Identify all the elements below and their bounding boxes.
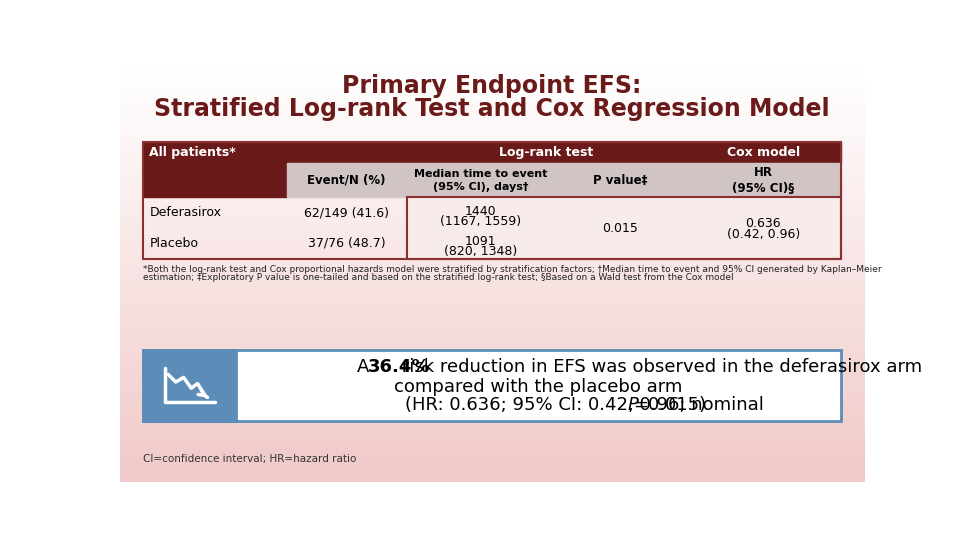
- Text: 1440: 1440: [465, 205, 496, 218]
- Text: (0.42, 0.96): (0.42, 0.96): [727, 228, 800, 241]
- Text: Event/N (%): Event/N (%): [307, 174, 386, 187]
- Text: 1091: 1091: [465, 235, 496, 248]
- Bar: [143, 350, 236, 421]
- Text: 37/76 (48.7): 37/76 (48.7): [308, 237, 386, 250]
- Text: (HR: 0.636; 95% CI: 0.42, 0.96; nominal: (HR: 0.636; 95% CI: 0.42, 0.96; nominal: [404, 396, 769, 414]
- Text: Median time to event
(95% CI), days†: Median time to event (95% CI), days†: [414, 169, 547, 192]
- Bar: [287, 164, 841, 197]
- Text: A: A: [357, 359, 375, 376]
- Bar: [143, 142, 841, 259]
- Bar: [143, 350, 841, 421]
- Text: *Both the log-rank test and Cox proportional hazards model were stratified by st: *Both the log-rank test and Cox proporti…: [143, 265, 882, 274]
- Bar: [143, 164, 287, 197]
- Text: Cox model: Cox model: [727, 146, 800, 159]
- Text: risk reduction in EFS was observed in the deferasirox arm: risk reduction in EFS was observed in th…: [396, 359, 923, 376]
- Text: A 36.4% risk reduction in EFS was observed in the deferasirox arm: A 36.4% risk reduction in EFS was observ…: [238, 359, 839, 376]
- Text: compared with the placebo arm: compared with the placebo arm: [395, 377, 683, 395]
- Text: (1167, 1559): (1167, 1559): [440, 214, 521, 228]
- Text: 62/149 (41.6): 62/149 (41.6): [304, 206, 389, 219]
- Text: HR
(95% CI)§: HR (95% CI)§: [732, 166, 794, 195]
- Text: =0.015): =0.015): [634, 396, 707, 414]
- Text: CI=confidence interval; HR=hazard ratio: CI=confidence interval; HR=hazard ratio: [143, 454, 356, 464]
- Text: (820, 1348): (820, 1348): [444, 245, 517, 259]
- Text: Deferasirox: Deferasirox: [150, 206, 222, 219]
- Text: P: P: [628, 396, 638, 414]
- Text: 36.4%: 36.4%: [369, 359, 431, 376]
- Text: P value‡: P value‡: [592, 174, 647, 187]
- Text: estimation; ‡Exploratory P value is one-tailed and based on the stratified log-r: estimation; ‡Exploratory P value is one-…: [143, 273, 733, 282]
- Text: Log-rank test: Log-rank test: [499, 146, 593, 159]
- Bar: [407, 197, 841, 259]
- Text: Placebo: Placebo: [150, 237, 199, 250]
- Text: 0.636: 0.636: [745, 217, 781, 230]
- Text: 0.015: 0.015: [602, 221, 637, 234]
- Text: Primary Endpoint EFS:: Primary Endpoint EFS:: [343, 75, 641, 98]
- Text: All patients*: All patients*: [150, 146, 236, 159]
- Bar: [143, 142, 841, 164]
- Text: Stratified Log-rank Test and Cox Regression Model: Stratified Log-rank Test and Cox Regress…: [155, 97, 829, 122]
